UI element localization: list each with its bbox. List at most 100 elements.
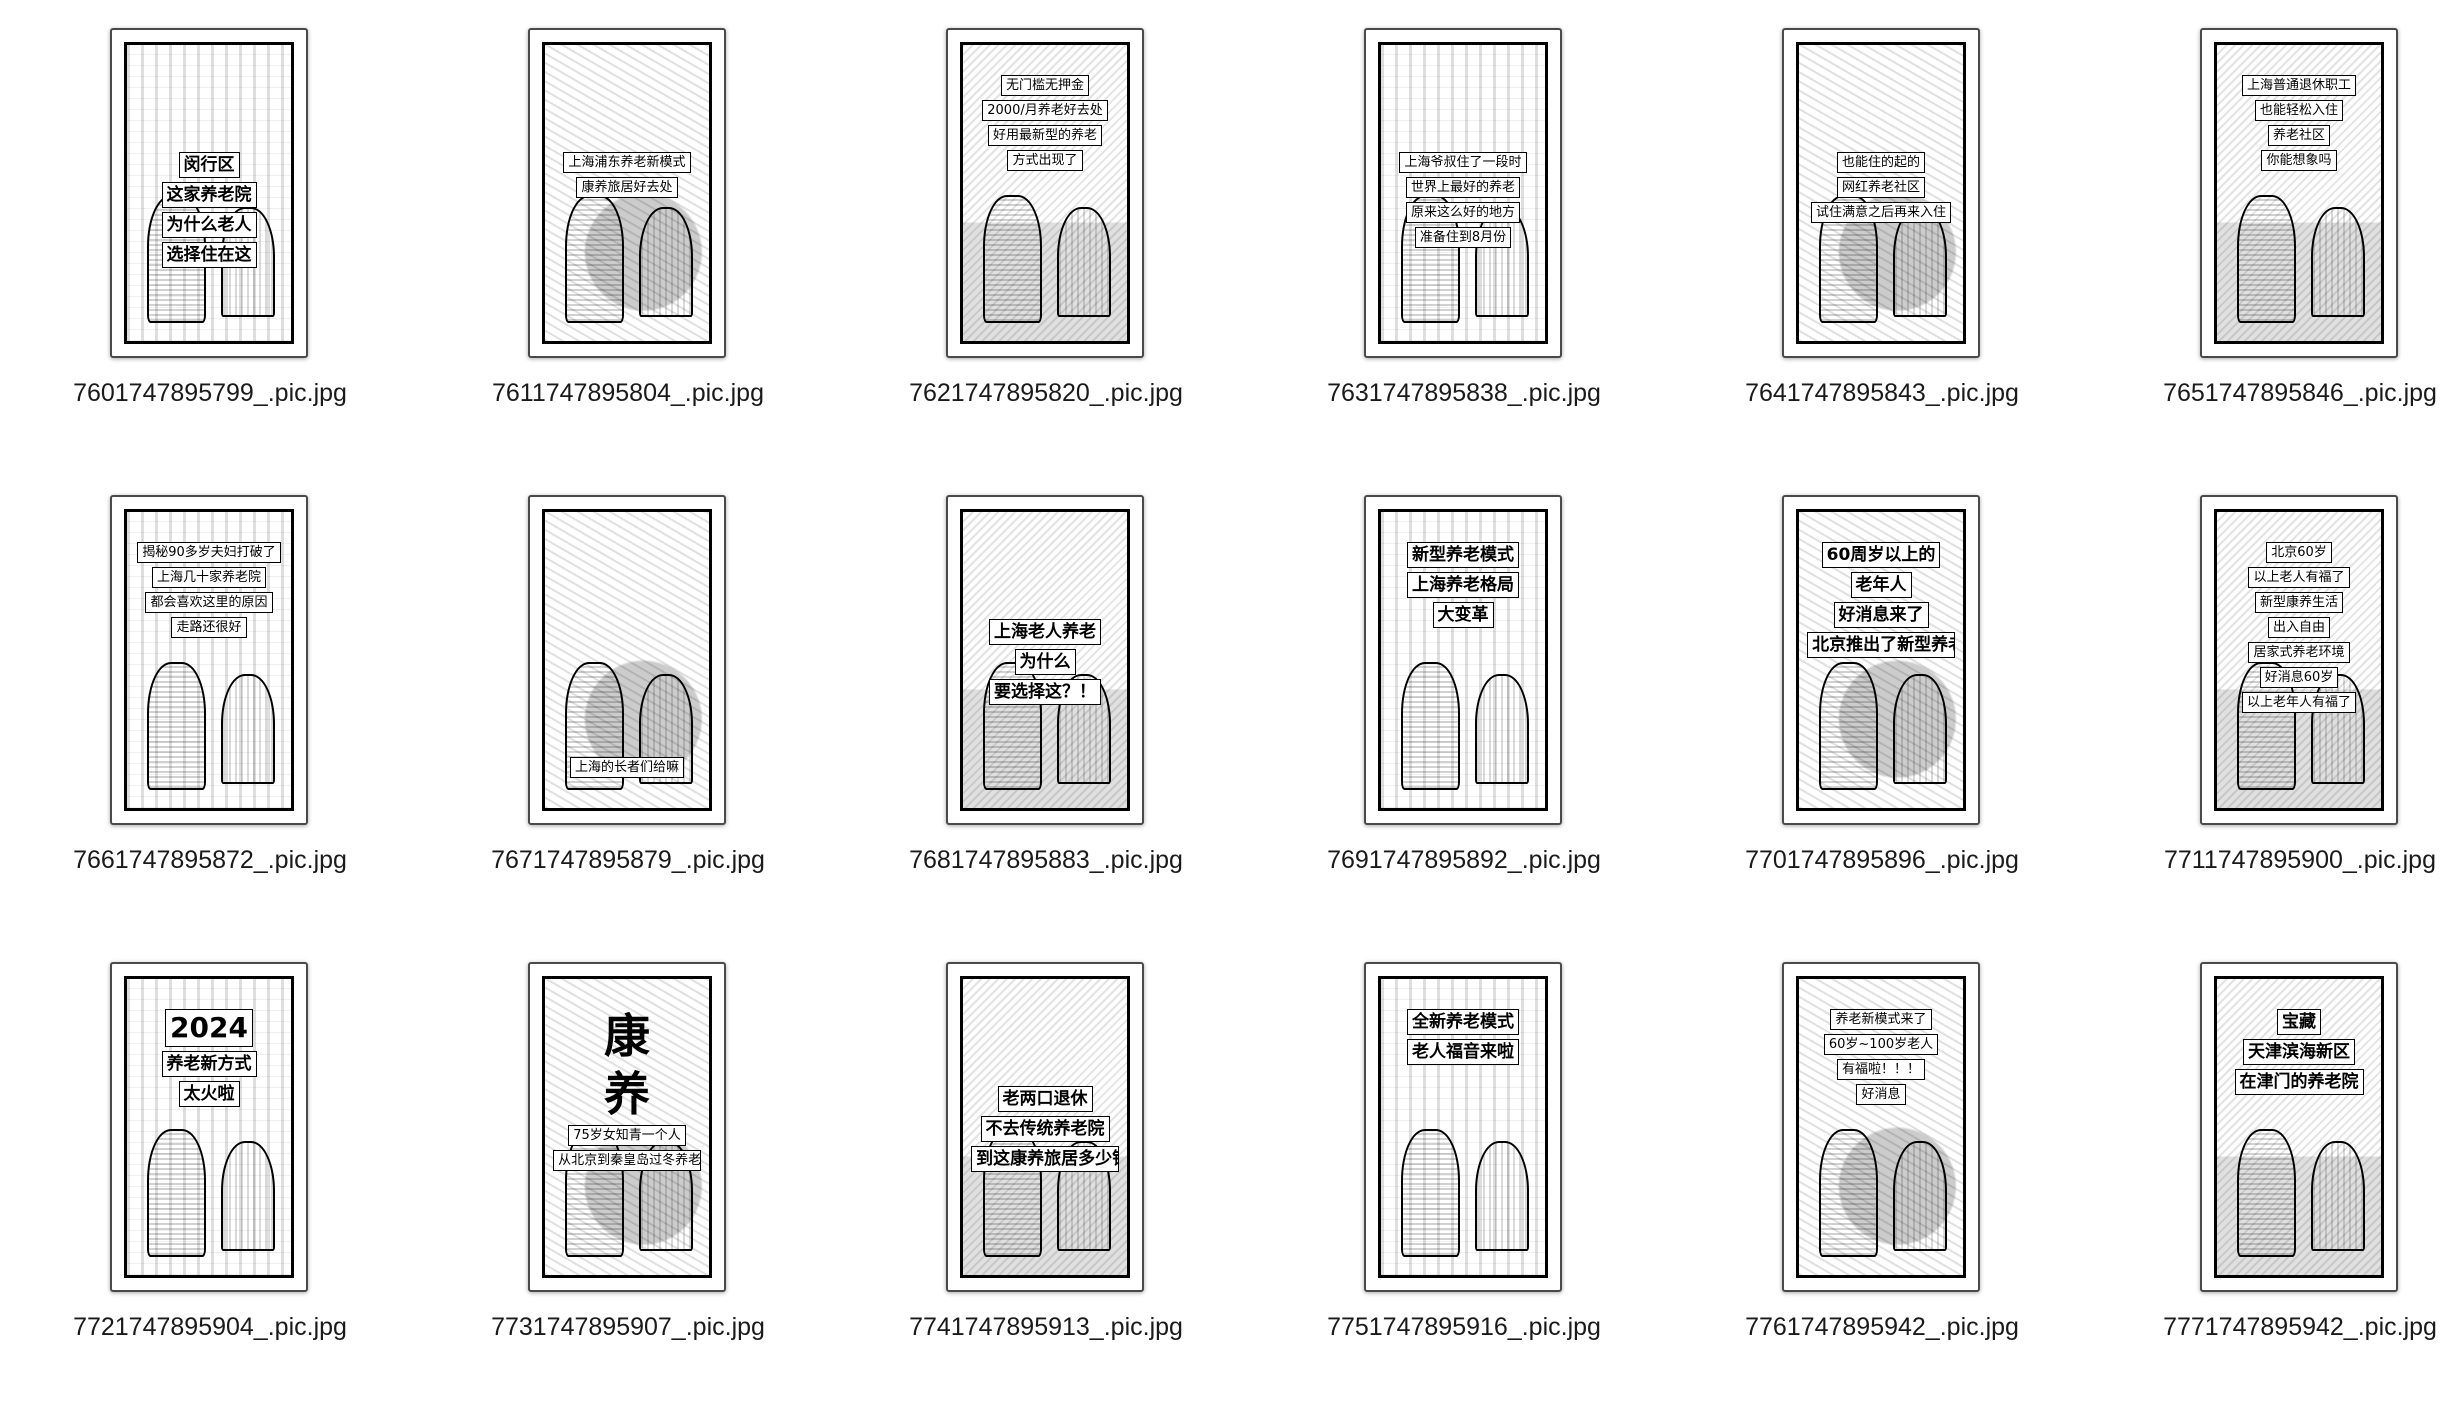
thumbnail-image: 康养 75岁女知青一个人 从北京到秦皇岛过冬养老 [542,976,712,1278]
figure-shape [1475,1140,1529,1252]
caption-line: 为什么 [1014,648,1076,675]
caption-line: 养 [604,1066,650,1121]
file-thumbnail[interactable]: 老两口退休 不去传统养老院 到这康养旅居多少钱 [946,962,1144,1292]
file-name-label[interactable]: 7691747895892_.pic.jpg [1327,846,1601,874]
caption-line: 无门槛无押金 [1000,74,1089,96]
thumbnail-caption: 上海爷叔住了一段时 世界上最好的养老 原来这么好的地方 准备住到8月份 [1394,151,1532,248]
file-thumbnail[interactable]: 新型养老模式 上海养老格局 大变革 [1364,495,1562,825]
file-name-label[interactable]: 7751747895916_.pic.jpg [1327,1313,1601,1341]
file-item[interactable]: 北京60岁 以上老人有福了 新型康养生活 出入自由 居家式养老环境 好消息60岁 以上老年人… [2090,467,2442,937]
caption-line: 大变革 [1432,601,1494,628]
file-name-label[interactable]: 7601747895799_.pic.jpg [73,379,347,407]
thumbnail-image: 养老新模式来了 60岁~100岁老人 有福啦！！！ 好消息 [1796,976,1966,1278]
thumbnail-caption: 康养 75岁女知青一个人 从北京到秦皇岛过冬养老 [553,1009,701,1171]
file-thumbnail[interactable]: 北京60岁 以上老人有福了 新型康养生活 出入自由 居家式养老环境 好消息60岁 以上老年人… [2200,495,2398,825]
caption-line: 上海的长者们给嘛 [569,757,684,779]
thumbnail-caption: 60周岁以上的老年人好消息来了北京推出了新型养老模式 [1807,541,1955,658]
file-name-label[interactable]: 7771747895942_.pic.jpg [2163,1313,2437,1341]
file-item[interactable]: 上海普通退休职工 也能轻松入住 养老社区 你能想象吗 7651747895846_.pi… [2090,0,2442,470]
caption-line: 选择住在这 [161,241,257,268]
file-thumbnail[interactable]: 宝藏 天津滨海新区 在津门的养老院 [2200,962,2398,1292]
file-item[interactable]: 揭秘90多岁夫妇打破了 上海几十家养老院 都会喜欢这里的原因 走路还很好 7661747… [0,467,420,937]
file-item[interactable]: 2024 养老新方式 太火啦 7721747895904_.pic.jpg [0,934,420,1404]
file-item[interactable]: 60周岁以上的老年人好消息来了北京推出了新型养老模式 7701747895896_… [1672,467,2092,937]
file-item[interactable]: 闵行区 这家养老院 为什么老人 选择住在这 7601747895799_.pic.jpg [0,0,420,470]
file-name-label[interactable]: 7611747895804_.pic.jpg [491,379,764,407]
file-name-label[interactable]: 7731747895907_.pic.jpg [491,1313,765,1341]
caption-line: 全新养老模式 [1407,1008,1519,1035]
file-name-label[interactable]: 7621747895820_.pic.jpg [909,379,1183,407]
caption-line: 老年人 [1850,571,1912,598]
file-item[interactable]: 康养 75岁女知青一个人 从北京到秦皇岛过冬养老 7731747895907_.pic… [418,934,838,1404]
file-name-label[interactable]: 7651747895846_.pic.jpg [2163,379,2437,407]
caption-line: 养老新模式来了 [1830,1008,1932,1030]
caption-line: 天津滨海新区 [2243,1038,2355,1065]
file-name-label[interactable]: 7741747895913_.pic.jpg [909,1313,1183,1341]
file-thumbnail[interactable]: 闵行区 这家养老院 为什么老人 选择住在这 [110,28,308,358]
file-thumbnail[interactable]: 上海浦东养老新模式 康养旅居好去处 [528,28,726,358]
thumbnail-image: 新型养老模式 上海养老格局 大变革 [1378,509,1548,811]
caption-line: 60岁~100岁老人 [1823,1033,1939,1055]
figure-shape [564,194,625,324]
file-name-label[interactable]: 7641747895843_.pic.jpg [1745,379,2019,407]
thumbnail-image: 无门槛无押金 2000/月养老好去处 好用最新型的养老 方式出现了 [960,42,1130,344]
caption-line: 上海浦东养老新模式 [563,151,691,173]
caption-line: 原来这么好的地方 [1405,201,1520,223]
thumbnail-caption: 全新养老模式 老人福音来啦 [1394,1008,1532,1065]
file-thumbnail[interactable]: 上海老人养老 为什么 要选择这？！ [946,495,1144,825]
figure-shape [1818,1128,1879,1258]
caption-line: 好消息 [1856,1083,1906,1105]
file-name-label[interactable]: 7631747895838_.pic.jpg [1327,379,1601,407]
thumbnail-image: 也能住的起的 网红养老社区 试住满意之后再来入住 [1796,42,1966,344]
file-item[interactable]: 老两口退休 不去传统养老院 到这康养旅居多少钱 7741747895913_.pic.… [836,934,1256,1404]
file-item[interactable]: 上海爷叔住了一段时 世界上最好的养老 原来这么好的地方 准备住到8月份 76317478… [1254,0,1674,470]
caption-line: 网红养老社区 [1836,176,1925,198]
thumbnail-caption: 宝藏 天津滨海新区 在津门的养老院 [2230,1008,2368,1095]
file-thumbnail[interactable]: 康养 75岁女知青一个人 从北京到秦皇岛过冬养老 [528,962,726,1292]
caption-line: 准备住到8月份 [1414,226,1512,248]
file-item[interactable]: 上海老人养老 为什么 要选择这？！ 7681747895883_.pic.jpg [836,467,1256,937]
thumbnail-image: 60周岁以上的老年人好消息来了北京推出了新型养老模式 [1796,509,1966,811]
figure-shape [146,1128,207,1258]
file-name-label[interactable]: 7711747895900_.pic.jpg [2163,846,2436,874]
file-thumbnail[interactable]: 也能住的起的 网红养老社区 试住满意之后再来入住 [1782,28,1980,358]
figure-shape [1475,206,1529,318]
thumbnail-caption: 揭秘90多岁夫妇打破了 上海几十家养老院 都会喜欢这里的原因 走路还很好 [137,541,281,638]
caption-line: 这家养老院 [161,181,257,208]
figure-shape [1893,1140,1947,1252]
file-name-label[interactable]: 7721747895904_.pic.jpg [73,1313,347,1341]
figure-shape [221,1140,275,1252]
figure-shape [221,673,275,785]
file-item[interactable]: 无门槛无押金 2000/月养老好去处 好用最新型的养老 方式出现了 7621747895… [836,0,1256,470]
file-name-label[interactable]: 7671747895879_.pic.jpg [491,846,765,874]
file-item[interactable]: 全新养老模式 老人福音来啦 7751747895916_.pic.jpg [1254,934,1674,1404]
file-name-label[interactable]: 7661747895872_.pic.jpg [73,846,347,874]
file-thumbnail[interactable]: 60周岁以上的老年人好消息来了北京推出了新型养老模式 [1782,495,1980,825]
file-name-label[interactable]: 7761747895942_.pic.jpg [1745,1313,2019,1341]
file-name-label[interactable]: 7701747895896_.pic.jpg [1745,846,2019,874]
file-thumbnail[interactable]: 揭秘90多岁夫妇打破了 上海几十家养老院 都会喜欢这里的原因 走路还很好 [110,495,308,825]
caption-line: 上海几十家养老院 [151,566,266,588]
caption-line: 好用最新型的养老 [987,124,1102,146]
file-item[interactable]: 宝藏 天津滨海新区 在津门的养老院 7771747895942_.pic.jpg [2090,934,2442,1404]
file-item[interactable]: 养老新模式来了 60岁~100岁老人 有福啦！！！ 好消息 7761747895942_… [1672,934,2092,1404]
file-item[interactable]: 新型养老模式 上海养老格局 大变革 7691747895892_.pic.jpg [1254,467,1674,937]
caption-line: 方式出现了 [1007,149,1083,171]
caption-line: 老两口退休 [997,1085,1093,1112]
file-item[interactable]: 也能住的起的 网红养老社区 试住满意之后再来入住 7641747895843_.pic… [1672,0,2092,470]
file-thumbnail[interactable]: 全新养老模式 老人福音来啦 [1364,962,1562,1292]
figure-shape [982,194,1043,324]
file-thumbnail[interactable]: 2024 养老新方式 太火啦 [110,962,308,1292]
file-item[interactable]: 上海浦东养老新模式 康养旅居好去处 7611747895804_.pic.jpg [418,0,838,470]
file-thumbnail[interactable]: 上海爷叔住了一段时 世界上最好的养老 原来这么好的地方 准备住到8月份 [1364,28,1562,358]
file-thumbnail[interactable]: 上海的长者们给嘛 [528,495,726,825]
file-thumbnail[interactable]: 无门槛无押金 2000/月养老好去处 好用最新型的养老 方式出现了 [946,28,1144,358]
file-name-label[interactable]: 7681747895883_.pic.jpg [909,846,1183,874]
caption-line: 有福啦！！！ [1836,1058,1925,1080]
file-item[interactable]: 上海的长者们给嘛 7671747895879_.pic.jpg [418,467,838,937]
thumbnail-caption: 上海的长者们给嘛 [558,757,696,779]
caption-line: 新型康养生活 [2254,591,2343,613]
thumbnail-caption: 闵行区 这家养老院 为什么老人 选择住在这 [140,151,278,268]
file-thumbnail[interactable]: 上海普通退休职工 也能轻松入住 养老社区 你能想象吗 [2200,28,2398,358]
file-thumbnail[interactable]: 养老新模式来了 60岁~100岁老人 有福啦！！！ 好消息 [1782,962,1980,1292]
